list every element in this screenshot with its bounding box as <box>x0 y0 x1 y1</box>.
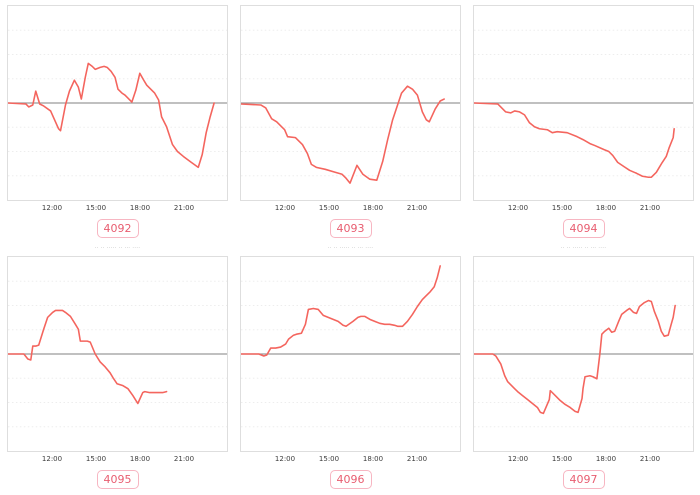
sparkline-svg <box>8 280 227 428</box>
x-tick-label: 21:00 <box>639 455 661 463</box>
sparkline-path <box>8 309 168 405</box>
chart-tiny-title: ·· ·· ····· ·· ··· ···· <box>7 0 228 2</box>
chart-id-badge-4093[interactable]: 4093 <box>329 219 372 238</box>
sparkline-svg <box>474 29 693 179</box>
chart-cell-4096: ·· ·· ····· ·· ··· ···· 12:00 15:00 18:00 2… <box>240 245 461 494</box>
x-axis-ticks: 12:00 15:00 18:00 21:00 <box>7 204 228 214</box>
x-tick-label: 18:00 <box>595 455 617 463</box>
chart-cell-4097: ·· ·· ····· ·· ··· ···· 12:00 15:00 18:00 2… <box>473 245 694 494</box>
sparkline-path <box>474 102 675 179</box>
x-tick-label: 18:00 <box>129 455 151 463</box>
x-tick-label: 21:00 <box>173 455 195 463</box>
x-axis-ticks: 12:00 15:00 18:00 21:00 <box>473 204 694 214</box>
x-tick-label: 18:00 <box>129 204 151 212</box>
chart-plot-area[interactable] <box>473 256 694 452</box>
x-tick-label: 21:00 <box>639 204 661 212</box>
x-tick-label: 18:00 <box>595 204 617 212</box>
chart-cell-4094: ·· ·· ····· ·· ··· ···· 12:00 15:00 18:00 2… <box>473 0 694 247</box>
sparkline-svg <box>474 280 693 428</box>
chart-id-badge-4097[interactable]: 4097 <box>562 470 605 489</box>
x-tick-label: 15:00 <box>318 455 340 463</box>
x-tick-label: 12:00 <box>274 455 296 463</box>
chart-plot-area[interactable] <box>240 5 461 201</box>
sparkline-path <box>241 265 441 357</box>
chart-plot-area[interactable] <box>240 256 461 452</box>
chart-cell-4095: ·· ·· ····· ·· ··· ···· 12:00 15:00 18:00 2… <box>7 245 228 494</box>
x-tick-label: 12:00 <box>274 204 296 212</box>
chart-id-badge-4096[interactable]: 4096 <box>329 470 372 489</box>
chart-id-badge-4095[interactable]: 4095 <box>96 470 139 489</box>
x-tick-label: 12:00 <box>41 455 63 463</box>
chart-id-badge-4094[interactable]: 4094 <box>562 219 605 238</box>
x-tick-label: 21:00 <box>173 204 195 212</box>
x-tick-label: 15:00 <box>551 204 573 212</box>
x-axis-ticks: 12:00 15:00 18:00 21:00 <box>7 455 228 465</box>
x-tick-label: 12:00 <box>41 204 63 212</box>
sparkline-svg <box>241 29 460 184</box>
x-tick-label: 15:00 <box>85 204 107 212</box>
x-axis-ticks: 12:00 15:00 18:00 21:00 <box>473 455 694 465</box>
x-tick-label: 21:00 <box>406 204 428 212</box>
x-tick-label: 18:00 <box>362 455 384 463</box>
chart-cell-4093: ·· ·· ····· ·· ··· ···· 12:00 15:00 18:00 2… <box>240 0 461 247</box>
sparkline-svg <box>241 265 460 428</box>
x-tick-label: 12:00 <box>507 204 529 212</box>
sparkline-path <box>241 85 445 184</box>
x-axis-ticks: 12:00 15:00 18:00 21:00 <box>240 455 461 465</box>
x-tick-label: 12:00 <box>507 455 529 463</box>
chart-tiny-title: ·· ·· ····· ·· ··· ···· <box>560 245 607 251</box>
chart-tiny-title: ·· ·· ····· ·· ··· ···· <box>473 0 694 2</box>
x-tick-label: 15:00 <box>318 204 340 212</box>
chart-id-badge-4092[interactable]: 4092 <box>96 219 139 238</box>
chart-cell-4092: ·· ·· ····· ·· ··· ···· 12:00 15:00 18:00 2… <box>7 0 228 247</box>
chart-tiny-title: ·· ·· ····· ·· ··· ···· <box>327 245 374 251</box>
sparkline-path <box>8 62 215 169</box>
x-tick-label: 21:00 <box>406 455 428 463</box>
x-tick-label: 15:00 <box>551 455 573 463</box>
x-axis-ticks: 12:00 15:00 18:00 21:00 <box>240 204 461 214</box>
x-tick-label: 18:00 <box>362 204 384 212</box>
chart-tiny-title: ·· ·· ····· ·· ··· ···· <box>94 245 141 251</box>
sparkline-svg <box>8 29 227 177</box>
chart-plot-area[interactable] <box>473 5 694 201</box>
chart-plot-area[interactable] <box>7 5 228 201</box>
chart-tiny-title: ·· ·· ····· ·· ··· ···· <box>240 0 461 2</box>
x-tick-label: 15:00 <box>85 455 107 463</box>
chart-plot-area[interactable] <box>7 256 228 452</box>
sparkline-path <box>474 299 676 415</box>
